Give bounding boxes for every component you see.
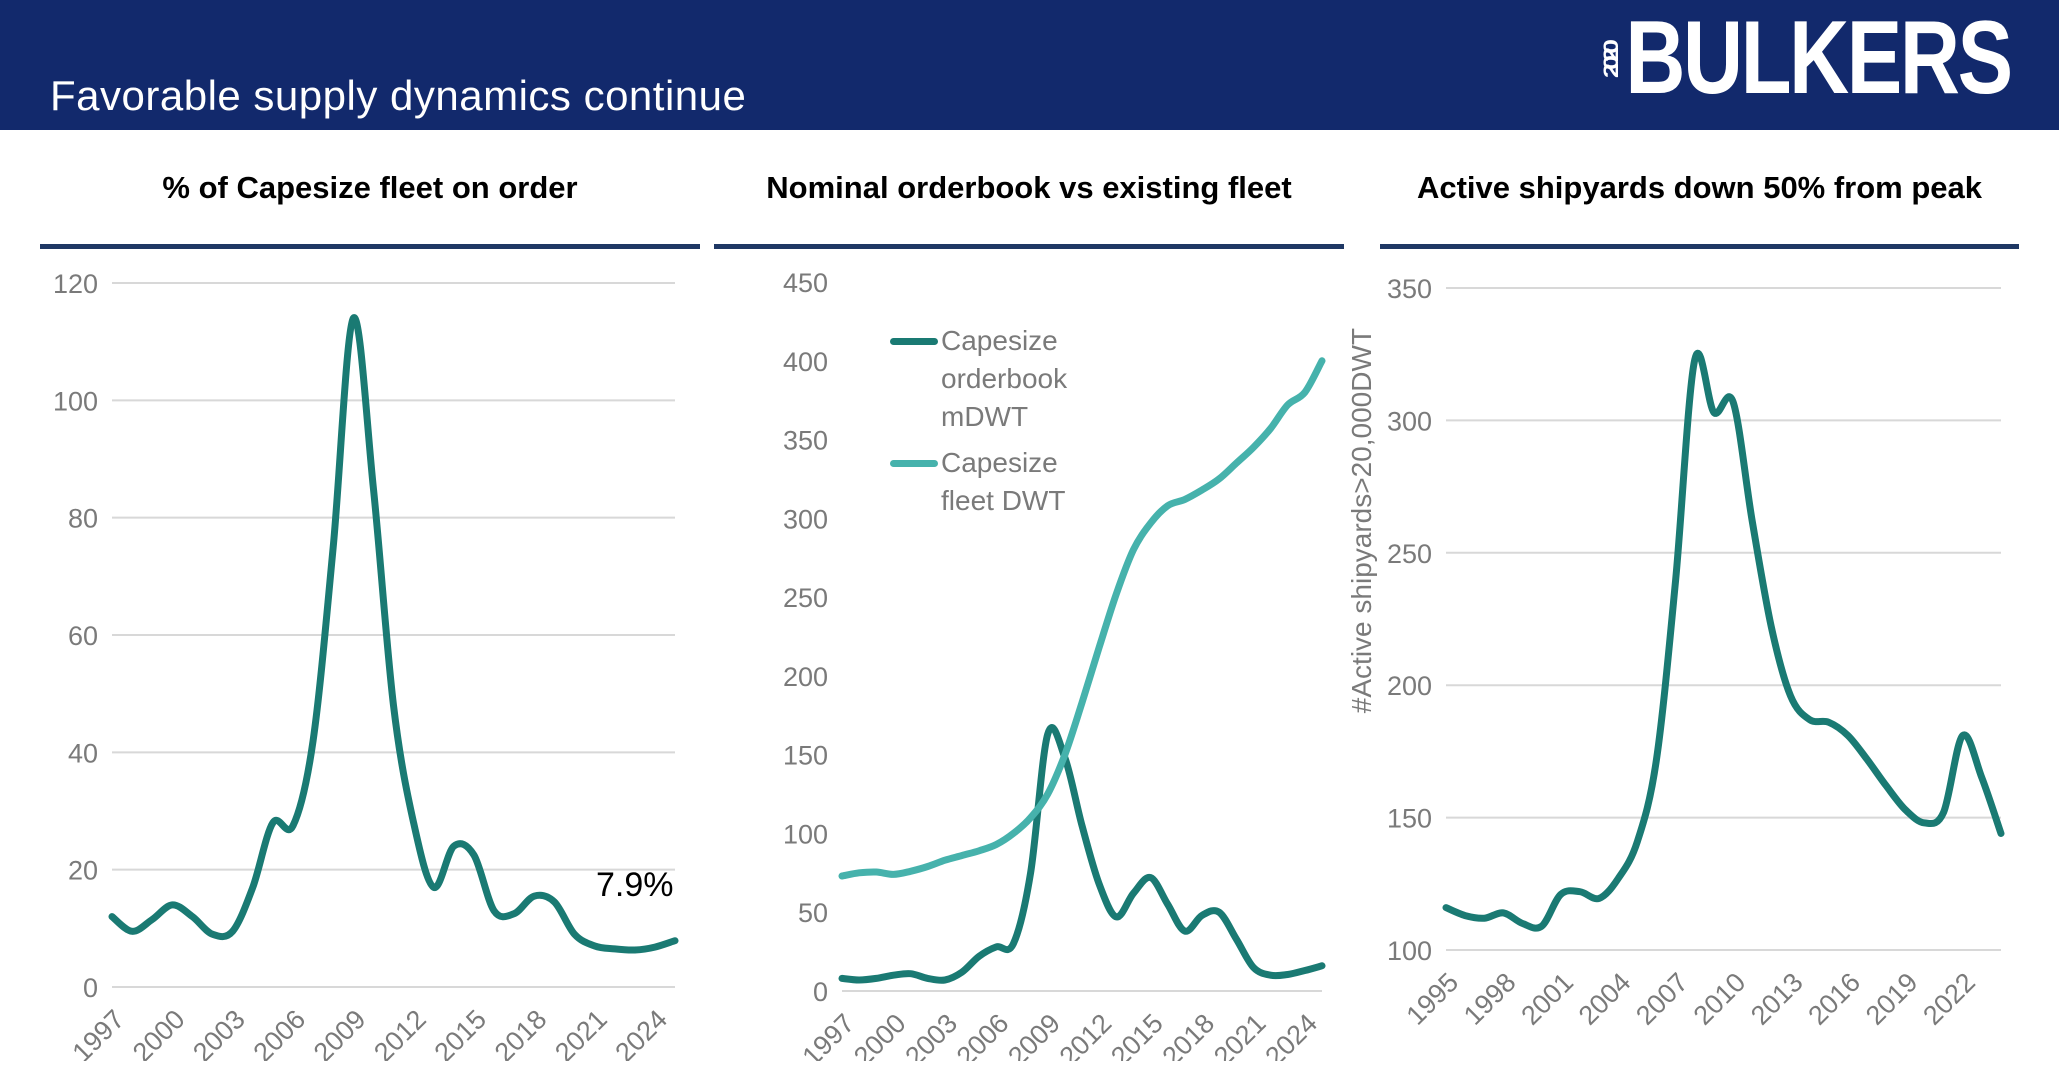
x-tick-label: 2024 (609, 1004, 673, 1061)
x-tick-label: 2024 (1259, 1008, 1323, 1061)
current-value-label: 7.9% (596, 866, 674, 904)
y-tick-label: 200 (1387, 671, 1432, 701)
y-tick-label: 350 (1387, 274, 1432, 304)
series-line-capesize-orderbook-mdwt (838, 724, 1326, 984)
chart-panel-fleet-on-order: % of Capesize fleet on order 0 20 40 60 80 10… (40, 130, 700, 1065)
logo-2020-text: 2020 (1599, 45, 1624, 78)
y-tick-label: 450 (783, 268, 828, 298)
header-bar: Favorable supply dynamics continue 2020 … (0, 0, 2059, 130)
legend-item: Capesize fleet DWT (890, 444, 1101, 520)
line-chart-active-shipyards: 1001502002503003501995199820012004200720… (1387, 274, 2005, 1031)
y-tick-label: 120 (53, 269, 98, 299)
chart-panel-orderbook-vs-fleet: Nominal orderbook vs existing fleet 0 50 1… (714, 130, 1344, 1065)
y-tick-label: 250 (783, 583, 828, 613)
x-tick-label: 1997 (67, 1004, 131, 1061)
x-tick-label: 2007 (1630, 967, 1694, 1031)
x-tick-label: 2001 (1515, 967, 1579, 1031)
y-tick-label: 80 (68, 504, 98, 534)
y-tick-label: 0 (813, 977, 828, 1007)
charts-row: % of Capesize fleet on order 0 20 40 60 80 10… (0, 130, 2059, 1065)
x-tick-label: 2006 (248, 1004, 312, 1061)
title-underline (1380, 244, 2019, 249)
y-tick-label: 50 (798, 898, 828, 928)
line-chart-fleet-on-order: 0204060801001201997200020032006200920122… (53, 269, 679, 1061)
y-tick-label: 200 (783, 662, 828, 692)
x-tick-label: 2009 (308, 1004, 372, 1061)
company-logo: 2020 BULKERS (1599, 0, 2014, 116)
logo-bulkers-text: BULKERS (1625, 0, 2014, 116)
y-tick-label: 300 (783, 504, 828, 534)
x-tick-label: 2015 (428, 1004, 492, 1061)
chart-panel-active-shipyards: Active shipyards down 50% from peak 100 1… (1380, 130, 2019, 1065)
title-underline (40, 244, 700, 249)
legend-label: Capesize fleet DWT (941, 447, 1066, 516)
y-tick-label: 400 (783, 347, 828, 377)
x-tick-label: 2013 (1745, 967, 1809, 1031)
chart-title: Nominal orderbook vs existing fleet (766, 170, 1292, 205)
x-tick-label: 2004 (1573, 967, 1637, 1031)
x-tick-label: 1995 (1401, 967, 1465, 1031)
chart-legend: Capesize orderbook mDWT Capesize fleet DW… (890, 322, 1101, 520)
y-tick-label: 20 (68, 856, 98, 886)
slide-title: Favorable supply dynamics continue (50, 72, 747, 119)
y-tick-label: 40 (68, 738, 98, 768)
legend-swatch (890, 460, 938, 467)
x-tick-label: 2019 (1860, 967, 1924, 1031)
y-tick-label: 250 (1387, 539, 1432, 569)
title-underline (714, 244, 1344, 249)
x-tick-label: 2018 (489, 1004, 553, 1061)
legend-item: Capesize orderbook mDWT (890, 322, 1101, 436)
line-chart-orderbook-vs-fleet: 0501001502002503003504004501997200020032… (783, 268, 1326, 1061)
x-tick-label: 2003 (187, 1004, 251, 1061)
y-tick-label: 100 (53, 386, 98, 416)
chart-title: Active shipyards down 50% from peak (1416, 170, 1983, 205)
x-tick-label: 2012 (368, 1004, 432, 1061)
series-line--active-shipyards-20-000dwt (1442, 349, 2005, 932)
chart-title: % of Capesize fleet on order (162, 170, 578, 205)
x-tick-label: 2016 (1802, 967, 1866, 1031)
y-tick-label: 0 (83, 973, 98, 1003)
x-tick-label: 2022 (1917, 967, 1981, 1031)
series-line--of-capesize-fleet-on-order (108, 314, 679, 954)
chart3-y-axis-label-column: #Active shipyards>20,000DWT (1344, 130, 1380, 1065)
y-tick-label: 150 (783, 741, 828, 771)
y-tick-label: 60 (68, 621, 98, 651)
y-axis-label: #Active shipyards>20,000DWT (1346, 328, 1377, 714)
y-tick-label: 100 (1387, 936, 1432, 966)
x-tick-label: 2010 (1688, 967, 1752, 1031)
y-tick-label: 300 (1387, 406, 1432, 436)
x-tick-label: 1998 (1458, 967, 1522, 1031)
legend-label: Capesize orderbook mDWT (941, 325, 1068, 432)
x-tick-label: 2021 (549, 1004, 613, 1061)
y-tick-label: 100 (783, 819, 828, 849)
series-line-capesize-fleet-dwt (838, 357, 1326, 880)
legend-swatch (890, 338, 938, 345)
y-tick-label: 350 (783, 426, 828, 456)
x-tick-label: 2000 (127, 1004, 191, 1061)
y-tick-label: 150 (1387, 804, 1432, 834)
